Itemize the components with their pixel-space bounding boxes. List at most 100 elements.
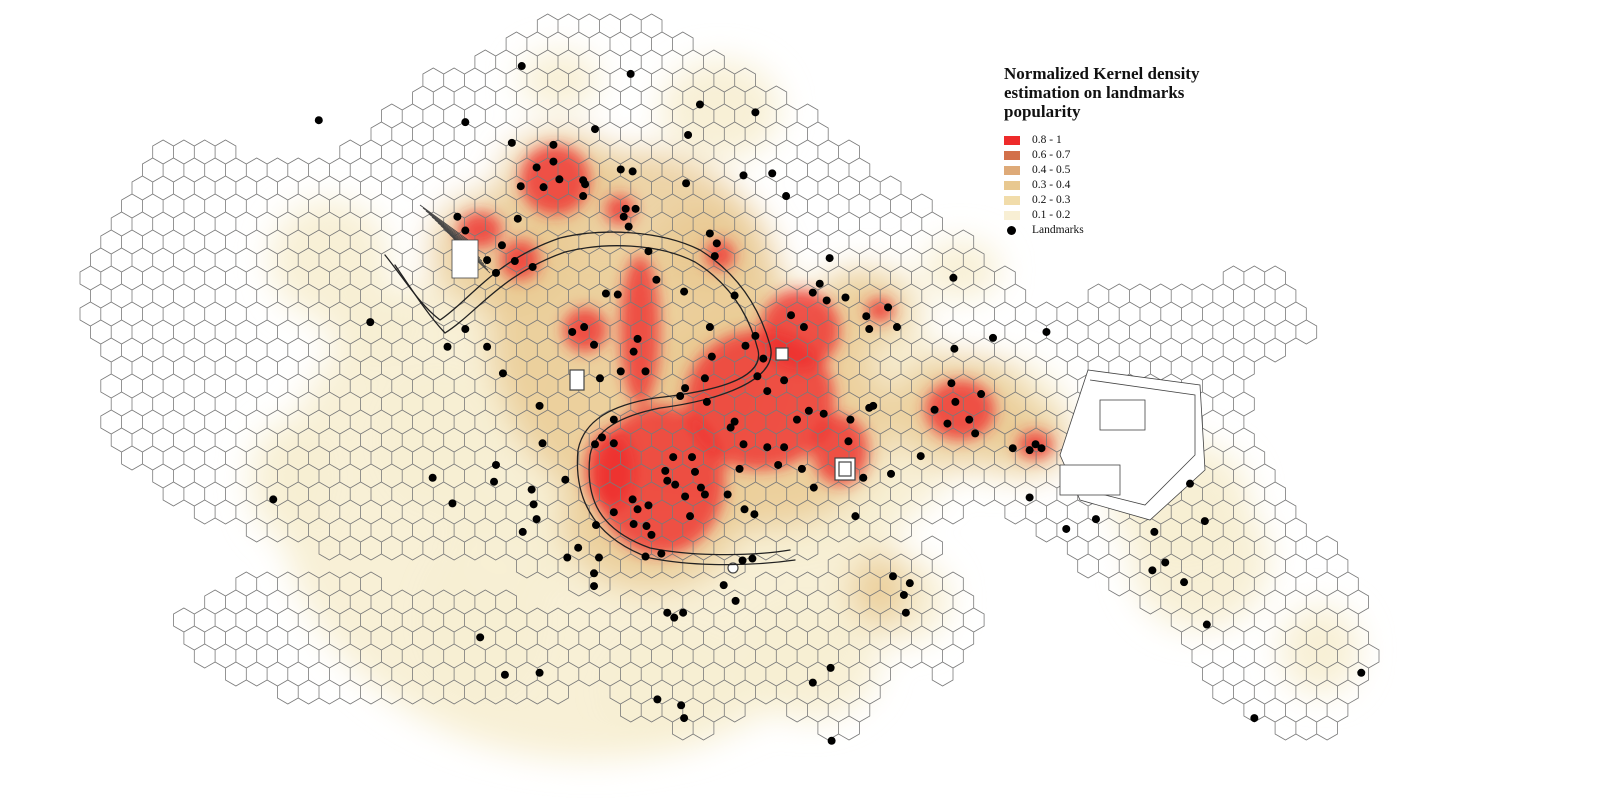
landmark-dot xyxy=(951,397,960,406)
landmark-dot xyxy=(846,415,855,424)
landmark-dot xyxy=(1042,327,1051,336)
landmark-dot xyxy=(707,352,716,361)
grand-canal xyxy=(384,231,796,566)
legend-swatch xyxy=(1004,211,1020,220)
landmark-dot xyxy=(609,508,618,517)
landmark-dot xyxy=(740,505,749,514)
landmark-dot xyxy=(641,367,650,376)
landmark-dot xyxy=(780,443,789,452)
landmark-dot xyxy=(1200,517,1209,526)
landmark-dot xyxy=(695,100,704,109)
landmark-dot xyxy=(483,342,492,351)
density-peak xyxy=(705,240,735,270)
landmark-dot xyxy=(686,512,695,521)
hex-grid xyxy=(79,13,1380,741)
railway-station-outline xyxy=(419,204,491,279)
landmark-dot xyxy=(679,608,688,617)
density-peak xyxy=(620,255,660,405)
landmark-dot xyxy=(595,374,604,383)
landmark-dot xyxy=(710,252,719,261)
landmark-dot xyxy=(865,325,874,334)
landmark-dot xyxy=(759,354,768,363)
landmark-dot xyxy=(590,582,599,591)
landmark-dot xyxy=(815,279,824,288)
landmark-dot xyxy=(532,163,541,172)
landmark-dot xyxy=(723,490,732,499)
landmark-dot xyxy=(616,165,625,174)
landmark-dot xyxy=(644,501,653,510)
landmark-dot xyxy=(590,340,599,349)
landmark-dot xyxy=(663,476,672,485)
landmark-dot xyxy=(1037,444,1046,453)
landmark-dot xyxy=(930,405,939,414)
legend: Normalized Kernel density estimation on … xyxy=(1004,64,1264,238)
landmark-dot xyxy=(498,369,507,378)
landmark-dot xyxy=(763,387,772,396)
landmark-dot xyxy=(1031,440,1040,449)
landmark-dot xyxy=(682,179,691,188)
landmark-dot xyxy=(563,553,572,562)
landmark-dot xyxy=(490,477,499,486)
landmark-dot xyxy=(529,500,538,509)
landmark-dot xyxy=(539,183,548,192)
landmark-dot xyxy=(943,419,952,428)
landmark-dot xyxy=(750,510,759,519)
landmark-dot xyxy=(705,229,714,238)
legend-label: 0.4 - 0.5 xyxy=(1032,164,1071,176)
landmark-dot xyxy=(950,344,959,353)
landmark-dot xyxy=(680,287,689,296)
landmark-dot xyxy=(613,290,622,299)
san-marco-outline xyxy=(569,347,856,574)
landmark-dot xyxy=(965,415,974,424)
landmark-dot xyxy=(691,467,699,476)
landmark-dot xyxy=(799,323,808,332)
grand-canal-path xyxy=(384,231,796,566)
density-peak xyxy=(520,145,590,215)
landmark-dot xyxy=(696,483,705,492)
legend-label: 0.3 - 0.4 xyxy=(1032,179,1071,191)
landmark-dot xyxy=(826,663,835,672)
landmark-dot xyxy=(555,175,564,184)
landmark-dot xyxy=(528,262,537,271)
landmark-dot xyxy=(653,695,662,704)
density-halo xyxy=(1130,490,1270,630)
legend-label: 0.1 - 0.2 xyxy=(1032,209,1071,221)
landmark-dot xyxy=(483,256,492,265)
hex-cells xyxy=(79,13,1380,741)
landmark-dot xyxy=(677,701,686,710)
landmark-dot xyxy=(507,138,516,147)
landmark-dot xyxy=(644,247,653,256)
density-peak xyxy=(458,212,502,248)
landmark-dot xyxy=(461,118,470,127)
legend-label-landmarks: Landmarks xyxy=(1032,224,1084,236)
landmark-dot xyxy=(591,125,600,134)
landmark-dot xyxy=(851,512,860,521)
landmark-dot xyxy=(591,440,600,449)
landmark-dot xyxy=(497,241,506,250)
landmark-dot xyxy=(700,374,709,383)
landmark-dot xyxy=(887,469,896,478)
landmark-dot xyxy=(1008,444,1017,453)
landmark-dot xyxy=(1150,527,1159,536)
legend-row: 0.6 - 0.7 xyxy=(1004,148,1264,163)
landmark-dot-icon xyxy=(1007,226,1016,235)
landmark-dot xyxy=(492,460,501,469)
landmark-dot xyxy=(977,390,986,399)
landmark-dot xyxy=(1202,620,1211,629)
landmark-dot xyxy=(652,275,661,284)
landmark-dot xyxy=(647,530,656,539)
landmark-dot xyxy=(702,397,711,406)
density-halo xyxy=(920,240,1000,300)
landmark-dot xyxy=(916,452,925,461)
landmark-dot xyxy=(535,401,544,410)
density-halo xyxy=(380,370,500,510)
density-halo xyxy=(1280,605,1360,695)
arsenale-outline xyxy=(1059,369,1206,521)
landmark-dot xyxy=(453,212,462,221)
landmark-dot xyxy=(735,464,744,473)
landmark-dot xyxy=(899,590,908,599)
landmark-dot xyxy=(580,323,589,332)
legend-swatch xyxy=(1004,166,1020,175)
landmark-dot xyxy=(631,204,640,213)
